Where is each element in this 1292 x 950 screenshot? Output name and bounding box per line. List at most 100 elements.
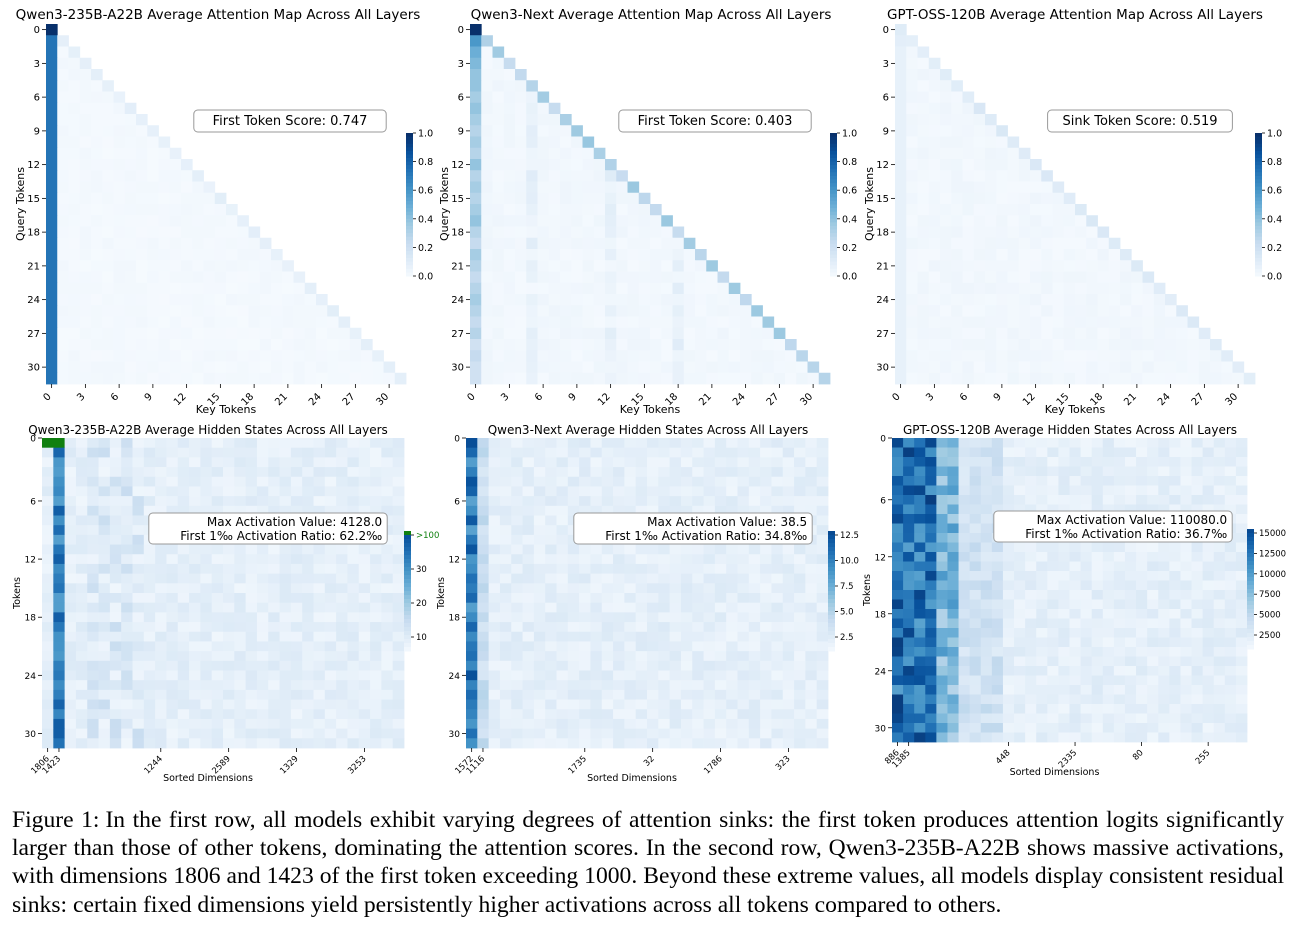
heatmap-cell bbox=[1224, 666, 1237, 676]
heatmap-cell bbox=[906, 260, 918, 272]
heatmap-cell bbox=[91, 327, 103, 340]
heatmap-cell bbox=[1075, 215, 1087, 227]
heatmap-cell bbox=[895, 136, 907, 149]
heatmap-cell bbox=[647, 554, 659, 565]
heatmap-cell bbox=[726, 670, 738, 681]
heatmap-cell bbox=[234, 631, 247, 642]
heatmap-cell bbox=[290, 583, 303, 594]
heatmap-cell bbox=[579, 467, 591, 478]
heatmap-cell bbox=[1158, 618, 1170, 629]
heatmap-cell bbox=[647, 573, 659, 584]
heatmap-cell bbox=[189, 699, 201, 710]
heatmap-cell bbox=[1142, 372, 1155, 385]
heatmap-cell bbox=[492, 327, 505, 340]
heatmap-cell bbox=[57, 327, 69, 340]
heatmap-cell bbox=[1025, 466, 1037, 477]
heatmap-cell bbox=[290, 476, 303, 487]
heatmap-cell bbox=[143, 438, 156, 449]
heatmap-cell bbox=[211, 554, 224, 565]
heatmap-cell bbox=[68, 159, 81, 171]
heatmap-cell bbox=[760, 438, 772, 449]
heatmap-cell bbox=[68, 260, 81, 272]
heatmap-cell bbox=[560, 204, 572, 216]
heatmap-cell bbox=[605, 237, 617, 250]
heatmap-cell bbox=[181, 372, 193, 385]
heatmap-cell bbox=[259, 237, 272, 250]
heatmap-cell bbox=[155, 457, 167, 468]
heatmap-cell bbox=[87, 651, 99, 662]
heatmap-cell bbox=[762, 327, 775, 340]
heatmap-cell bbox=[1136, 675, 1148, 686]
heatmap-cell bbox=[177, 505, 190, 516]
heatmap-cell bbox=[951, 350, 963, 362]
heatmap-cell bbox=[1047, 495, 1059, 505]
heatmap-cell bbox=[147, 159, 159, 171]
heatmap-cell bbox=[79, 204, 92, 216]
heatmap-cell bbox=[590, 689, 603, 700]
heatmap-cell bbox=[816, 612, 829, 623]
colorbar-segment bbox=[830, 222, 837, 227]
heatmap-cell bbox=[381, 670, 394, 681]
heatmap-cell bbox=[522, 602, 535, 613]
heatmap-cell bbox=[189, 544, 201, 555]
heatmap-cell bbox=[669, 447, 682, 458]
heatmap-cell bbox=[895, 327, 907, 340]
heatmap-cell bbox=[1169, 495, 1181, 505]
heatmap-cell bbox=[816, 728, 829, 739]
heatmap-cell bbox=[962, 125, 975, 137]
heatmap-cell bbox=[969, 523, 982, 534]
heatmap-cell bbox=[226, 316, 238, 329]
heatmap-cell bbox=[245, 631, 258, 642]
heatmap-cell bbox=[234, 554, 247, 565]
heatmap-cell bbox=[1097, 316, 1110, 329]
heatmap-cell bbox=[347, 486, 360, 497]
heatmap-cell bbox=[392, 438, 405, 449]
heatmap-cell bbox=[155, 544, 167, 555]
heatmap-cell bbox=[392, 496, 405, 507]
colorbar-tick-label: 30 bbox=[416, 565, 427, 575]
heatmap-cell bbox=[925, 580, 937, 591]
heatmap-cell bbox=[1180, 656, 1192, 667]
heatmap-cell bbox=[177, 583, 190, 594]
heatmap-cell bbox=[1153, 282, 1166, 295]
colorbar-segment bbox=[1255, 272, 1262, 277]
heatmap-cell bbox=[1102, 590, 1115, 600]
heatmap-cell bbox=[1007, 170, 1020, 182]
heatmap-cell bbox=[914, 590, 926, 600]
heatmap-cell bbox=[200, 689, 213, 700]
heatmap-cell bbox=[1180, 590, 1192, 600]
heatmap-cell bbox=[223, 505, 235, 516]
heatmap-cell bbox=[132, 544, 145, 555]
heatmap-cell bbox=[590, 699, 603, 710]
colorbar-segment bbox=[828, 535, 835, 540]
heatmap-cell bbox=[136, 271, 148, 284]
heatmap-cell bbox=[203, 181, 216, 194]
heatmap-cell bbox=[192, 327, 204, 340]
heatmap-cell bbox=[1058, 647, 1070, 657]
heatmap-cell bbox=[1025, 438, 1037, 448]
heatmap-cell bbox=[177, 651, 190, 662]
heatmap-cell bbox=[256, 438, 269, 449]
heatmap-cell bbox=[958, 552, 971, 562]
heatmap-cell bbox=[279, 583, 292, 594]
heatmap-cell bbox=[593, 361, 606, 374]
heatmap-cell bbox=[1041, 350, 1053, 362]
heatmap-cell bbox=[370, 622, 382, 633]
heatmap-cell bbox=[392, 602, 405, 613]
heatmap-cell bbox=[470, 80, 482, 92]
heatmap-cell bbox=[1191, 457, 1204, 467]
heatmap-cell bbox=[313, 631, 326, 642]
heatmap-cell bbox=[717, 316, 730, 329]
heatmap-cell bbox=[200, 641, 213, 652]
heatmap-cell bbox=[177, 438, 190, 449]
heatmap-cell bbox=[951, 305, 963, 317]
heatmap-cell bbox=[1180, 628, 1192, 638]
heatmap-cell bbox=[226, 372, 238, 385]
colorbar-segment bbox=[1255, 150, 1262, 155]
heatmap-cell bbox=[947, 552, 959, 562]
heatmap-cell bbox=[166, 486, 179, 497]
heatmap-cell bbox=[616, 339, 628, 351]
heatmap-cell bbox=[985, 215, 997, 227]
heatmap-cell bbox=[925, 599, 937, 610]
heatmap-cell bbox=[951, 136, 963, 149]
